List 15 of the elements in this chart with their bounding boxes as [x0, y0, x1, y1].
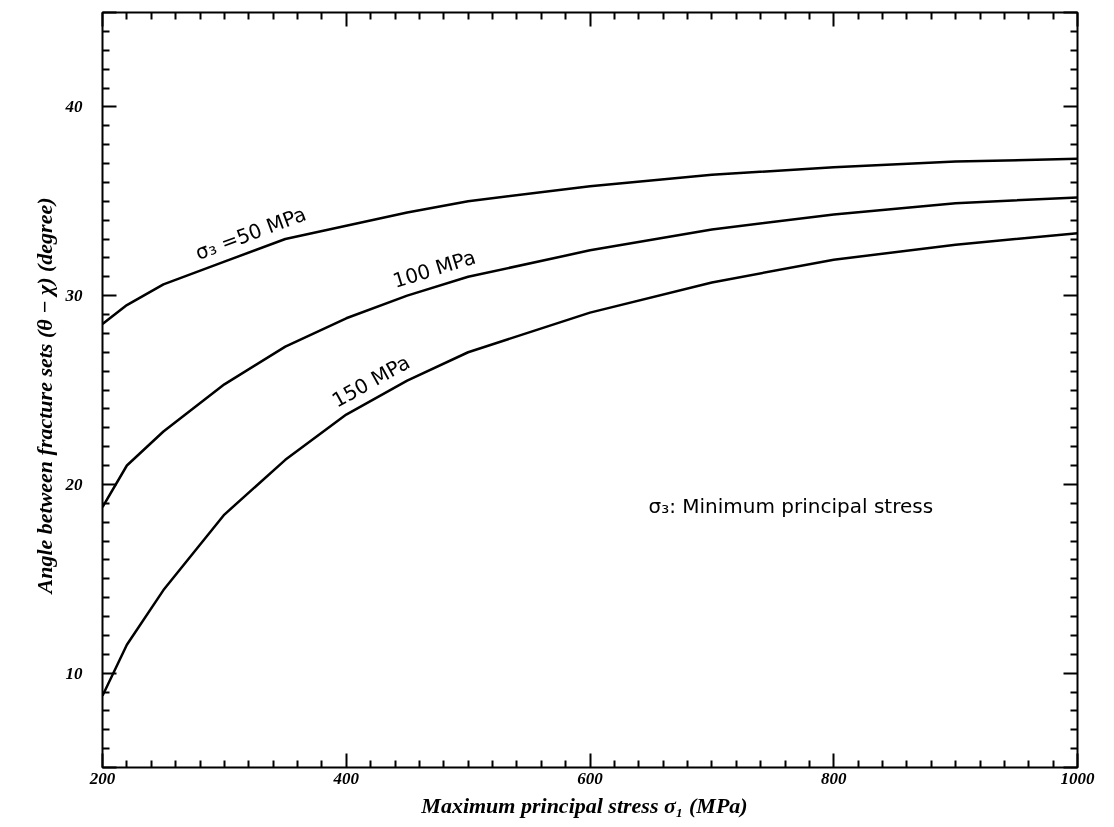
- y-tick-label: 20: [64, 474, 83, 494]
- text: σ₃ =50 MPa: [191, 201, 310, 265]
- x-tick-label: 1000: [1060, 768, 1095, 788]
- x-tick-label: 800: [821, 768, 847, 788]
- x-axis-title: Maximum principal stress σ₁ (MPa): [420, 792, 748, 818]
- x-tick-label: 400: [332, 768, 360, 788]
- annotation: σ₃: Minimum principal stress: [648, 494, 934, 519]
- y-axis-title: Angle between fracture sets (θ − χ) (degree): [31, 197, 57, 596]
- x-tick-label: 600: [577, 768, 604, 788]
- y-tick-label: 10: [65, 663, 83, 683]
- text: 100 MPa: [389, 244, 479, 293]
- x-tick-label: 200: [88, 768, 116, 788]
- text: 150 MPa: [327, 349, 414, 413]
- y-tick-label: 40: [64, 97, 83, 117]
- y-tick-label: 30: [64, 286, 83, 306]
